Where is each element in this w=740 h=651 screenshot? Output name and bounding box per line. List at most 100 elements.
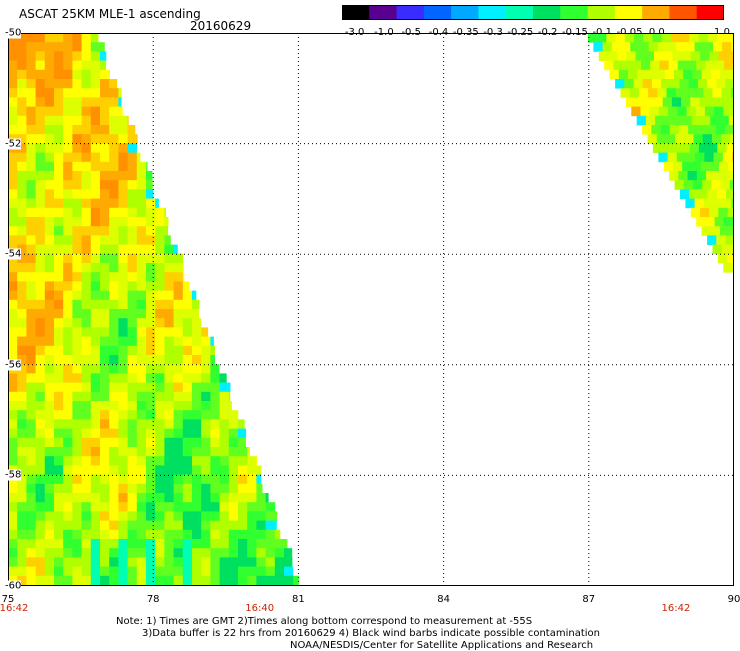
swath-cell bbox=[26, 327, 36, 337]
swath-cell bbox=[164, 548, 174, 558]
swath-cell bbox=[146, 392, 156, 402]
swath-cell bbox=[693, 180, 703, 190]
swath-cell bbox=[118, 291, 128, 301]
swath-cell bbox=[128, 484, 138, 494]
swath-cell bbox=[229, 521, 239, 531]
swath-cell bbox=[658, 42, 668, 52]
swath-cell bbox=[146, 548, 156, 558]
swath-cell bbox=[17, 70, 27, 80]
colorbar-segment bbox=[642, 5, 670, 20]
swath-cell bbox=[26, 162, 36, 172]
longitude-label: 90 bbox=[728, 594, 740, 605]
swath-cell bbox=[100, 484, 110, 494]
swath-cell bbox=[63, 327, 73, 337]
swath-cell bbox=[100, 346, 110, 356]
colorbar-segment bbox=[342, 5, 370, 20]
swath-cell bbox=[183, 419, 193, 429]
swath-cell bbox=[256, 493, 266, 503]
swath-cell bbox=[91, 465, 101, 475]
swath-cell bbox=[128, 493, 138, 503]
swath-cell bbox=[8, 456, 18, 466]
swath-cell bbox=[45, 153, 55, 163]
swath-cell bbox=[45, 419, 55, 429]
swath-cell bbox=[155, 318, 165, 328]
swath-cell bbox=[91, 493, 101, 503]
swath-cell bbox=[36, 576, 46, 586]
swath-cell bbox=[155, 493, 165, 503]
swath-cell bbox=[137, 493, 147, 503]
swath-cell bbox=[100, 383, 110, 393]
swath-cell bbox=[8, 539, 18, 549]
swath-cell bbox=[82, 502, 92, 512]
swath-cell bbox=[26, 502, 36, 512]
swath-cell bbox=[63, 429, 73, 439]
swath-cell bbox=[137, 327, 147, 337]
swath-cell bbox=[128, 364, 138, 374]
swath-cell bbox=[229, 419, 239, 429]
swath-cell bbox=[109, 337, 119, 347]
swath-cell bbox=[229, 484, 239, 494]
swath-cell bbox=[192, 355, 202, 365]
swath-cell bbox=[36, 493, 46, 503]
swath-cell bbox=[45, 364, 55, 374]
swath-cell bbox=[36, 539, 46, 549]
swath-cell bbox=[8, 199, 18, 209]
swath-cell bbox=[708, 33, 718, 43]
swath-cell bbox=[220, 383, 230, 393]
swath-cell bbox=[118, 567, 128, 577]
swath-cell bbox=[192, 557, 202, 567]
swath-cell bbox=[201, 337, 211, 347]
swath-cell bbox=[91, 79, 101, 89]
swath-cell bbox=[635, 97, 645, 107]
swath-cell bbox=[238, 438, 246, 448]
swath-cell bbox=[63, 337, 73, 347]
swath-cell bbox=[146, 235, 156, 245]
swath-cell bbox=[649, 42, 659, 52]
swath-cell bbox=[174, 456, 184, 466]
swath-cell bbox=[183, 548, 193, 558]
swath-cell bbox=[155, 539, 165, 549]
swath-cell bbox=[100, 125, 110, 135]
swath-cell bbox=[45, 217, 55, 227]
swath-cell bbox=[220, 548, 230, 558]
swath-cell bbox=[717, 189, 727, 199]
swath-cell bbox=[676, 88, 686, 98]
swath-cell bbox=[63, 318, 73, 328]
swath-cell bbox=[128, 539, 138, 549]
swath-cell bbox=[100, 281, 110, 291]
swath-cell bbox=[100, 392, 110, 402]
swath-cell bbox=[72, 208, 82, 218]
swath-cell bbox=[17, 309, 27, 319]
swath-cell bbox=[210, 373, 220, 383]
swath-cell bbox=[45, 309, 55, 319]
swath-cell bbox=[82, 51, 92, 61]
longitude-label: 78 bbox=[147, 594, 160, 605]
swath-cell bbox=[36, 465, 46, 475]
swath-cell bbox=[667, 88, 677, 98]
swath-cell bbox=[128, 263, 138, 273]
swath-cell bbox=[646, 116, 656, 126]
swath-cell bbox=[26, 88, 36, 98]
swath-cell bbox=[247, 484, 257, 494]
swath-cell bbox=[45, 456, 55, 466]
swath-cell bbox=[155, 530, 165, 540]
swath-cell bbox=[146, 162, 148, 172]
swath-cell bbox=[670, 125, 680, 135]
swath-cell bbox=[128, 281, 138, 291]
swath-cell bbox=[91, 254, 101, 264]
swath-cell bbox=[91, 51, 101, 61]
swath-cell bbox=[643, 33, 653, 43]
swath-cell bbox=[128, 383, 138, 393]
swath-cell bbox=[718, 254, 728, 264]
swath-cell bbox=[137, 364, 147, 374]
swath-cell bbox=[146, 300, 156, 310]
swath-cell bbox=[164, 254, 174, 264]
swath-cell bbox=[128, 576, 138, 586]
swath-cell bbox=[155, 484, 165, 494]
swath-cell bbox=[201, 346, 211, 356]
swath-cell bbox=[54, 337, 64, 347]
swath-cell bbox=[183, 392, 193, 402]
swath-cell bbox=[91, 217, 101, 227]
swath-cell bbox=[164, 521, 174, 531]
swath-cell bbox=[118, 318, 128, 328]
